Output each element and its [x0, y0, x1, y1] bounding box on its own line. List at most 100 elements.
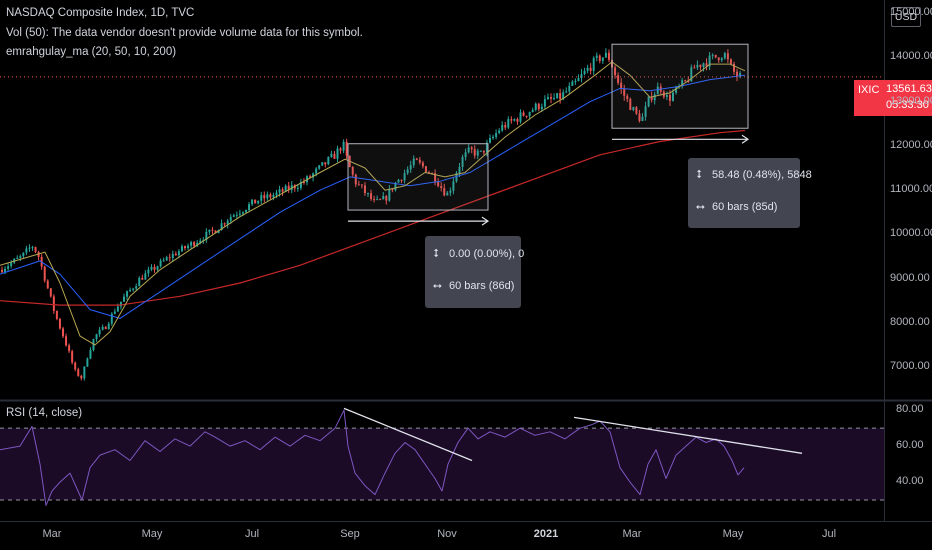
candle-body: [428, 172, 430, 174]
candle-body: [705, 63, 708, 67]
candle-body: [187, 245, 190, 249]
candle-body: [55, 310, 58, 319]
candle-body: [620, 82, 623, 90]
rsi-line: [0, 409, 745, 506]
candle-body: [168, 257, 171, 259]
candle-body: [336, 148, 339, 159]
arrow-head-1: [481, 216, 490, 226]
time-tick-label: Jul: [244, 528, 260, 540]
candle-body: [223, 223, 226, 225]
candle-body: [217, 229, 220, 234]
candle-body: [675, 86, 678, 93]
measure-1-change: 0.00 (0.00%), 0: [449, 248, 525, 260]
candle-body: [354, 174, 357, 185]
candle-body: [656, 86, 659, 95]
candle-body: [550, 97, 552, 99]
candle-body: [449, 190, 452, 193]
candle-body: [629, 98, 632, 111]
consolidation-box-2: [611, 43, 749, 129]
measure-box-2[interactable]: ⭥ 58.48 (0.48%), 5848 ⭤ 60 bars (85d): [688, 158, 812, 228]
candle-body: [485, 142, 488, 153]
candle-body: [98, 329, 101, 335]
candle-body: [263, 195, 266, 199]
arrow-head-2: [741, 134, 750, 144]
candle-body: [714, 54, 717, 58]
candle-body: [211, 229, 214, 231]
candle-body: [543, 99, 546, 107]
price-tick-label: 11000.00: [890, 183, 932, 196]
candle-body: [540, 106, 543, 110]
candle-body: [272, 195, 275, 198]
candle-body: [241, 212, 244, 214]
candle-body: [507, 119, 510, 128]
price-tag-symbol: IXIC: [858, 84, 880, 96]
candle-body: [68, 345, 71, 352]
candle-body: [376, 199, 379, 201]
price-tick-label: 7000.00: [890, 360, 930, 373]
candle-body: [150, 266, 153, 270]
candle-body: [266, 194, 269, 199]
candle-body: [269, 194, 272, 198]
candle-body: [400, 179, 403, 181]
candle-body: [479, 150, 482, 152]
candle-body: [367, 193, 369, 195]
candle-body: [324, 162, 327, 165]
candle-body: [126, 291, 129, 297]
candle-body: [208, 229, 211, 232]
candle-body: [440, 186, 443, 189]
measure-2-change: 58.48 (0.48%), 5848: [712, 169, 812, 181]
measure-box-1[interactable]: ⭥ 0.00 (0.00%), 0 ⭤ 60 bars (86d): [425, 236, 525, 308]
candle-body: [431, 172, 434, 174]
candle-body: [302, 181, 305, 183]
candle-body: [464, 152, 467, 157]
candle-body: [193, 242, 196, 246]
candle-body: [46, 280, 49, 289]
candle-body: [394, 182, 397, 191]
rsi-band-fill: [0, 428, 884, 501]
candle-body: [580, 74, 583, 78]
price-tick-label: 10000.00: [890, 227, 932, 240]
candle-body: [104, 326, 107, 330]
candle-body: [342, 141, 345, 151]
candle-body: [245, 209, 247, 213]
candle-body: [534, 103, 537, 110]
candle-body: [412, 158, 415, 166]
candle-body: [357, 184, 360, 186]
candle-body: [180, 246, 183, 252]
candle-body: [403, 173, 406, 181]
rsi-legend[interactable]: RSI (14, close): [6, 407, 83, 419]
price-tag-value: 13561.63: [886, 83, 932, 95]
candle-body: [531, 109, 534, 112]
measure-1-range: 60 bars (86d): [449, 280, 515, 292]
candle-body: [434, 173, 437, 182]
price-tick-label: 13000.00: [890, 94, 932, 107]
candle-body: [251, 199, 254, 205]
candle-body: [363, 185, 366, 194]
candle-body: [275, 192, 278, 196]
candle-body: [409, 165, 412, 170]
candle-body: [229, 216, 232, 221]
candle-body: [318, 165, 321, 169]
candle-body: [623, 89, 626, 96]
candle-body: [708, 55, 711, 67]
candle-body: [330, 153, 333, 158]
legend-indicator[interactable]: emrahgulay_ma (20, 50, 10, 200): [6, 46, 177, 58]
candle-body: [458, 166, 461, 174]
candle-body: [95, 334, 98, 340]
candle-body: [284, 185, 287, 192]
candle-body: [156, 266, 159, 270]
candle-body: [74, 362, 77, 370]
currency-button[interactable]: USD: [891, 7, 921, 27]
candle-body: [113, 311, 116, 314]
candle-body: [10, 262, 13, 267]
candle-body: [489, 138, 491, 143]
candle-body: [455, 173, 458, 182]
rsi-trendline-1: [343, 407, 473, 462]
candle-body: [327, 157, 330, 165]
legend-title[interactable]: NASDAQ Composite Index, 1D, TVC: [6, 7, 195, 19]
candle-body: [699, 64, 702, 68]
legend-volume-note: Vol (50): The data vendor doesn't provid…: [6, 27, 363, 39]
candle-body: [739, 72, 742, 77]
candle-body: [617, 75, 620, 83]
